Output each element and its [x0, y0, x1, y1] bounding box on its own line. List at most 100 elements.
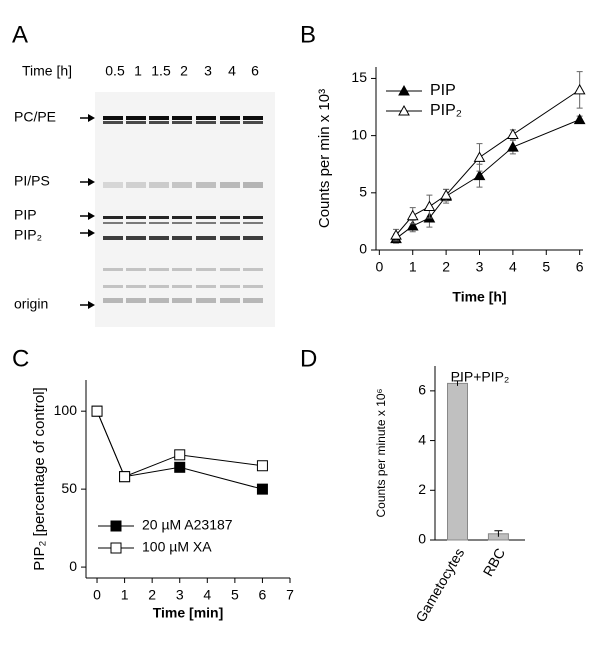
marker — [573, 113, 586, 125]
marker — [398, 84, 410, 96]
band — [126, 116, 146, 120]
y-tick-label: 0 — [69, 558, 77, 574]
lane-label: 1 — [134, 63, 142, 79]
band — [126, 236, 146, 240]
lane-label: 4 — [228, 63, 236, 79]
y-tick-label: 0 — [418, 531, 426, 547]
band — [243, 236, 263, 240]
lane-label: 1.5 — [151, 63, 171, 79]
band — [172, 268, 192, 271]
band — [243, 216, 263, 219]
marker — [473, 169, 486, 181]
band — [126, 298, 146, 303]
band — [103, 268, 123, 271]
panel-label: C — [12, 345, 29, 372]
marker — [440, 189, 452, 200]
x-tick-label: 3 — [176, 587, 184, 603]
band-label: PIP₂ — [14, 227, 42, 243]
x-tick-label: 4 — [203, 587, 211, 603]
band — [196, 222, 216, 224]
bar — [447, 382, 468, 541]
arrows — [80, 117, 93, 306]
marker — [256, 483, 268, 495]
band — [172, 216, 192, 219]
band — [196, 268, 216, 271]
band — [103, 121, 123, 124]
marker — [507, 128, 519, 139]
arrow-heads — [88, 114, 95, 309]
y-tick-label: 10 — [351, 126, 367, 142]
marker — [573, 83, 586, 95]
band — [243, 222, 263, 224]
band — [126, 222, 146, 224]
series-line — [395, 119, 580, 239]
panel-label: B — [300, 21, 316, 48]
error-bar — [494, 530, 503, 537]
band — [196, 285, 216, 288]
band — [149, 236, 169, 240]
band — [103, 216, 123, 219]
band — [172, 285, 192, 288]
x-axis-label: Time [min] — [153, 605, 224, 621]
band — [243, 121, 263, 124]
band — [220, 298, 240, 303]
band — [126, 268, 146, 271]
gel-bands — [103, 116, 263, 303]
band — [103, 236, 123, 240]
y-tick-label: 6 — [418, 382, 426, 398]
marker — [110, 520, 122, 532]
band — [243, 116, 263, 120]
y-axis-label: Counts per min x 10³ — [316, 89, 333, 228]
series-line — [96, 410, 263, 478]
marker — [174, 449, 186, 461]
band — [220, 216, 240, 219]
band — [149, 116, 169, 120]
y-tick-label: 2 — [418, 481, 426, 497]
band — [243, 268, 263, 271]
band-label: PI/PS — [14, 173, 50, 189]
legend-label: 100 µM XA — [142, 539, 212, 555]
band — [149, 182, 169, 188]
band — [149, 222, 169, 224]
y-tick-label: 5 — [359, 184, 367, 200]
band — [126, 285, 146, 288]
band — [196, 116, 216, 120]
y-tick-label: 100 — [54, 402, 78, 418]
marker — [390, 229, 402, 240]
band — [149, 216, 169, 219]
band-label: PC/PE — [14, 109, 56, 125]
marker — [174, 461, 186, 473]
series-line — [395, 89, 580, 236]
band — [220, 268, 240, 271]
panel-label: D — [300, 345, 317, 372]
x-tick-label: 5 — [231, 587, 239, 603]
band-label: PIP — [14, 207, 37, 223]
y-tick-label: 4 — [418, 431, 426, 447]
band — [220, 285, 240, 288]
band — [172, 121, 192, 124]
x-tick-label: 6 — [576, 259, 584, 275]
x-tick-label: 2 — [148, 587, 156, 603]
panel-label: A — [12, 21, 28, 48]
band — [243, 285, 263, 288]
lane-label: 6 — [251, 63, 259, 79]
x-tick-label: 5 — [542, 259, 550, 275]
legend-label: PIP — [430, 82, 456, 99]
band — [126, 182, 146, 188]
x-tick-label: Gametocytes — [412, 545, 467, 624]
band — [243, 182, 263, 188]
gel — [95, 92, 275, 327]
band — [220, 121, 240, 124]
x-tick-label: 3 — [476, 259, 484, 275]
band — [149, 285, 169, 288]
time-label: Time [h] — [22, 63, 72, 79]
marker — [423, 200, 436, 212]
band — [126, 216, 146, 219]
marker — [406, 209, 419, 221]
band — [149, 121, 169, 124]
band — [103, 116, 123, 120]
band — [172, 236, 192, 240]
y-axis-label: PIP₂ [percentage of control] — [31, 387, 48, 570]
band — [220, 236, 240, 240]
